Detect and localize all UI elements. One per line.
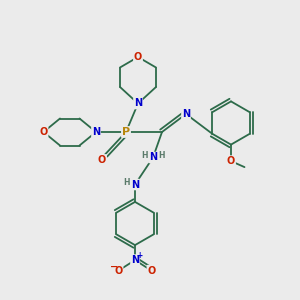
Text: N: N xyxy=(182,109,190,119)
Text: N: N xyxy=(92,127,100,137)
Text: N: N xyxy=(131,255,139,265)
Text: −: − xyxy=(110,261,118,272)
Text: H: H xyxy=(158,151,165,160)
Text: +: + xyxy=(136,251,142,260)
Text: P: P xyxy=(122,127,130,137)
Text: O: O xyxy=(134,52,142,62)
Text: O: O xyxy=(114,266,123,276)
Text: O: O xyxy=(98,155,106,165)
Text: N: N xyxy=(149,152,157,163)
Text: H: H xyxy=(141,151,148,160)
Text: O: O xyxy=(227,156,235,166)
Text: N: N xyxy=(131,179,139,190)
Text: O: O xyxy=(147,266,156,276)
Text: N: N xyxy=(134,98,142,109)
Text: O: O xyxy=(39,127,48,137)
Text: H: H xyxy=(123,178,130,187)
